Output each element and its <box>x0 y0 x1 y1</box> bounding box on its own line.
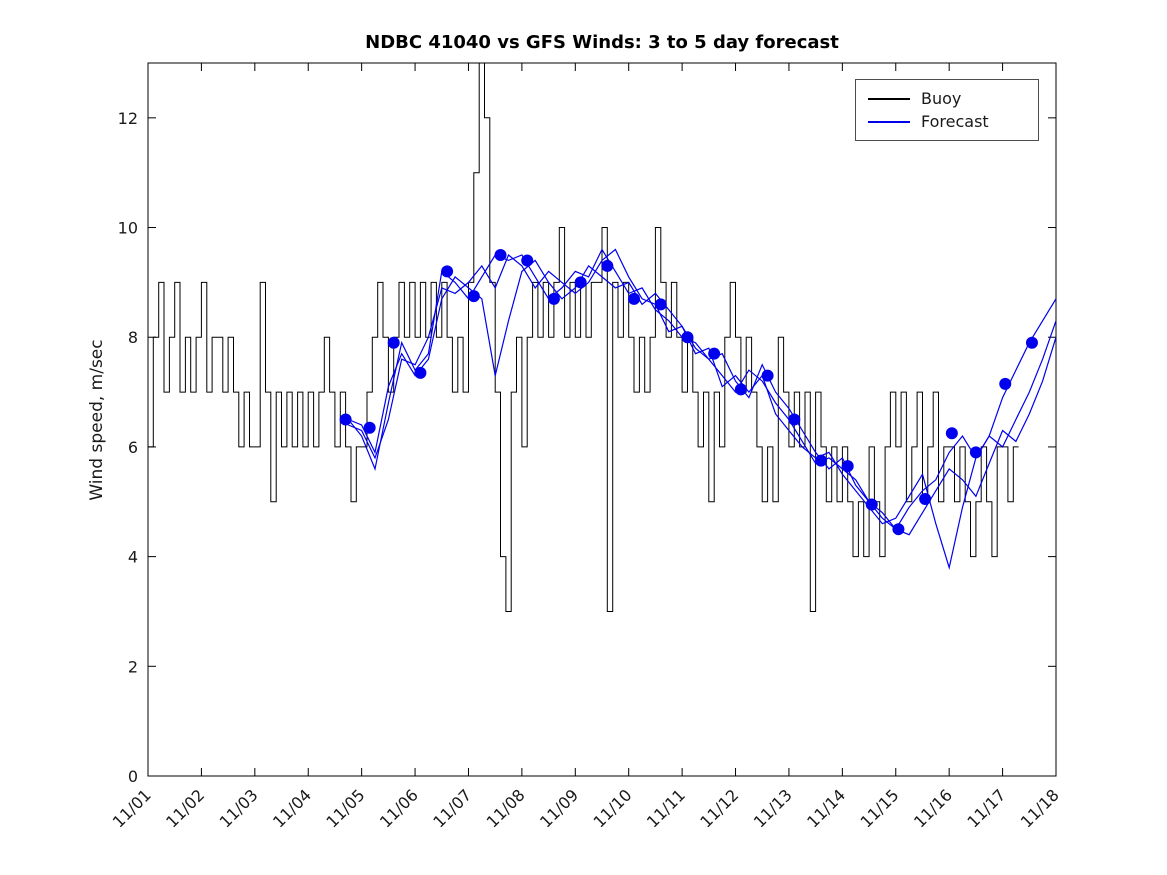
svg-text:10: 10 <box>118 219 138 238</box>
svg-text:11/08: 11/08 <box>483 785 529 831</box>
svg-text:11/12: 11/12 <box>696 785 742 831</box>
svg-text:11/11: 11/11 <box>643 785 689 831</box>
svg-text:8: 8 <box>128 328 138 347</box>
svg-text:11/04: 11/04 <box>269 785 315 831</box>
legend-label-buoy: Buoy <box>921 89 962 108</box>
svg-text:11/02: 11/02 <box>162 785 208 831</box>
svg-text:11/01: 11/01 <box>109 785 155 831</box>
svg-text:11/17: 11/17 <box>963 785 1009 831</box>
legend: Buoy Forecast <box>855 79 1039 141</box>
svg-text:11/09: 11/09 <box>536 785 582 831</box>
svg-text:11/03: 11/03 <box>216 785 262 831</box>
svg-text:11/14: 11/14 <box>803 785 849 831</box>
svg-text:11/06: 11/06 <box>376 785 422 831</box>
forecast-line-sample <box>868 120 910 123</box>
svg-text:4: 4 <box>128 548 138 567</box>
legend-item-forecast: Forecast <box>868 110 1026 133</box>
svg-text:11/10: 11/10 <box>589 785 635 831</box>
svg-text:2: 2 <box>128 657 138 676</box>
svg-text:12: 12 <box>118 109 138 128</box>
svg-text:11/13: 11/13 <box>750 785 796 831</box>
buoy-line-sample <box>868 97 910 100</box>
svg-text:11/05: 11/05 <box>322 785 368 831</box>
svg-text:0: 0 <box>128 767 138 786</box>
legend-item-buoy: Buoy <box>868 87 1026 110</box>
svg-text:6: 6 <box>128 438 138 457</box>
svg-text:11/15: 11/15 <box>857 785 903 831</box>
chart-title: NDBC 41040 vs GFS Winds: 3 to 5 day fore… <box>365 32 839 53</box>
svg-text:11/16: 11/16 <box>910 785 956 831</box>
legend-label-forecast: Forecast <box>921 112 989 131</box>
svg-text:11/07: 11/07 <box>429 785 475 831</box>
svg-text:11/18: 11/18 <box>1017 785 1063 831</box>
